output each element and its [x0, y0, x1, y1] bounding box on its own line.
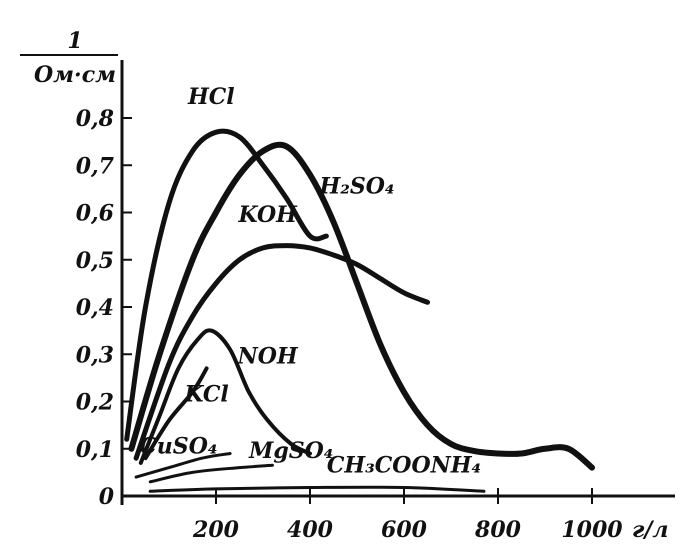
x-tick-label: 1000: [561, 517, 623, 543]
x-axis-unit-label: г/л: [632, 517, 669, 543]
series-mgso4: MgSO₄: [148, 438, 333, 484]
x-axis: 200 400 600 800 1000 г/л: [122, 488, 675, 543]
y-tick-label: 0,7: [76, 153, 115, 179]
y-tick-label: 0,5: [76, 248, 114, 274]
series-line-mgso4: [148, 463, 274, 484]
series-hcl: HCl: [124, 84, 329, 442]
series-h2so4: H₂SO₄: [128, 141, 595, 471]
series-koh: KOH: [133, 202, 430, 461]
x-tick-label: 200: [192, 517, 240, 543]
x-tick-label: 800: [474, 517, 522, 543]
y-tick-label: 0,1: [76, 437, 114, 463]
series-line-kcl: [143, 366, 209, 461]
series-label-hcl: HCl: [187, 84, 235, 110]
series-kcl: KCl: [143, 366, 229, 461]
y-tick-label: 0,6: [76, 201, 114, 227]
y-axis-label-numerator: 1: [67, 28, 82, 54]
y-axis: 1 Ом·см 0 0,1 0,2 0,3 0,4 0,5 0,6 0,7 0,8: [20, 28, 132, 510]
series-line-koh: [133, 243, 430, 461]
x-tick-label: 600: [381, 517, 428, 543]
series-line-noh: [138, 328, 312, 465]
series-line-ch3coonh4: [148, 485, 486, 493]
y-axis-label-denominator: Ом·см: [34, 62, 116, 88]
x-tick-label: 400: [287, 517, 334, 543]
series-line-cuso4: [134, 452, 232, 479]
series-label-koh: KOH: [237, 202, 298, 228]
y-tick-label: 0: [99, 484, 115, 510]
y-tick-label: 0,3: [76, 342, 114, 368]
series-label-mgso4: MgSO₄: [248, 438, 333, 464]
series-label-noh: NOH: [237, 344, 299, 370]
series-label-ch3coonh4: CH₃COONH₄: [327, 452, 481, 478]
y-tick-label: 0,4: [76, 295, 114, 321]
series-noh: NOH: [138, 328, 312, 465]
series-ch3coonh4: CH₃COONH₄: [148, 452, 486, 493]
series-cuso4: CuSO₄: [134, 433, 232, 479]
y-tick-label: 0,8: [76, 106, 114, 132]
series-label-kcl: KCl: [183, 382, 228, 408]
y-tick-label: 0,2: [76, 390, 114, 416]
series-line-h2so4: [128, 141, 595, 471]
series-label-cuso4: CuSO₄: [139, 433, 217, 459]
series-line-hcl: [124, 128, 329, 442]
series-label-h2so4: H₂SO₄: [318, 174, 394, 200]
